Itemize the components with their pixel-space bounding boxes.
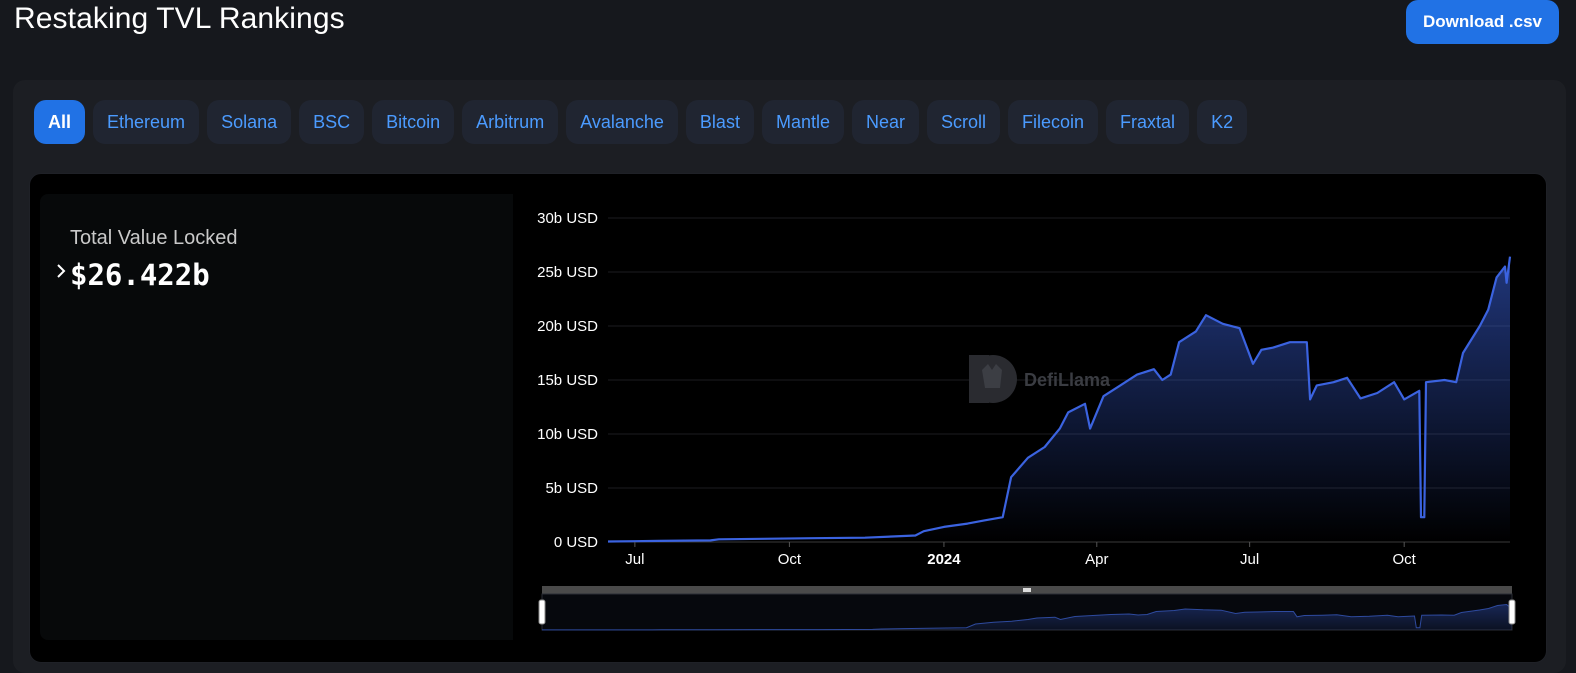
y-tick-label: 5b USD [545, 480, 598, 497]
zoom-slider[interactable] [538, 586, 1516, 631]
tab-mantle[interactable]: Mantle [761, 100, 844, 144]
tab-filecoin[interactable]: Filecoin [1008, 100, 1099, 144]
slider-right-handle[interactable] [1508, 599, 1516, 625]
chain-panel: All Ethereum Solana BSC Bitcoin Arbitrum… [13, 80, 1566, 673]
defillama-watermark: DefiLlama [969, 355, 1111, 403]
y-tick-label: 25b USD [537, 264, 598, 281]
chevron-right-icon[interactable] [52, 262, 70, 280]
tvl-area-fill [608, 256, 1510, 542]
slider-preview-line [542, 603, 1513, 631]
tvl-value: $26.422b [70, 258, 210, 292]
tvl-label: Total Value Locked [70, 227, 238, 249]
y-tick-label: 30b USD [537, 210, 598, 227]
tab-near[interactable]: Near [851, 100, 919, 144]
y-tick-label: 15b USD [537, 372, 598, 389]
tab-solana[interactable]: Solana [207, 100, 292, 144]
tab-all[interactable]: All [34, 100, 86, 144]
download-csv-button[interactable]: Download .csv [1406, 0, 1559, 44]
slider-grip-icon[interactable] [1023, 588, 1031, 592]
tab-k2[interactable]: K2 [1197, 100, 1248, 144]
tvl-series-line [607, 256, 1512, 543]
tab-scroll[interactable]: Scroll [927, 100, 1001, 144]
tab-arbitrum[interactable]: Arbitrum [462, 100, 559, 144]
y-tick-label: 0 USD [554, 534, 598, 551]
x-tick-label: Oct [778, 551, 802, 568]
tvl-chart[interactable]: DefiLlama 0 USD 5b USD 10b USD 15b USD 20b U… [30, 174, 1546, 662]
watermark-text: DefiLlama [1024, 370, 1111, 390]
tab-bsc[interactable]: BSC [299, 100, 365, 144]
slider-left-handle[interactable] [538, 599, 546, 625]
tab-avalanche[interactable]: Avalanche [566, 100, 678, 144]
x-tick-label: Oct [1393, 551, 1417, 568]
tab-bitcoin[interactable]: Bitcoin [372, 100, 455, 144]
tab-ethereum[interactable]: Ethereum [93, 100, 200, 144]
x-tick-label: Apr [1085, 551, 1108, 568]
page-title: Restaking TVL Rankings [14, 2, 345, 35]
tab-fraxtal[interactable]: Fraxtal [1106, 100, 1190, 144]
tvl-card: Total Value Locked $26.422b DefiLlama [29, 173, 1547, 663]
y-tick-label: 10b USD [537, 426, 598, 443]
slider-preview-area [542, 603, 1512, 630]
tvl-summary: Total Value Locked $26.422b [40, 194, 513, 640]
tab-blast[interactable]: Blast [685, 100, 754, 144]
chain-tabs: All Ethereum Solana BSC Bitcoin Arbitrum… [34, 100, 1248, 144]
x-tick-label: Jul [625, 551, 644, 568]
x-tick-label: 2024 [927, 551, 961, 568]
y-tick-label: 20b USD [537, 318, 598, 335]
x-tick-label: Jul [1240, 551, 1259, 568]
